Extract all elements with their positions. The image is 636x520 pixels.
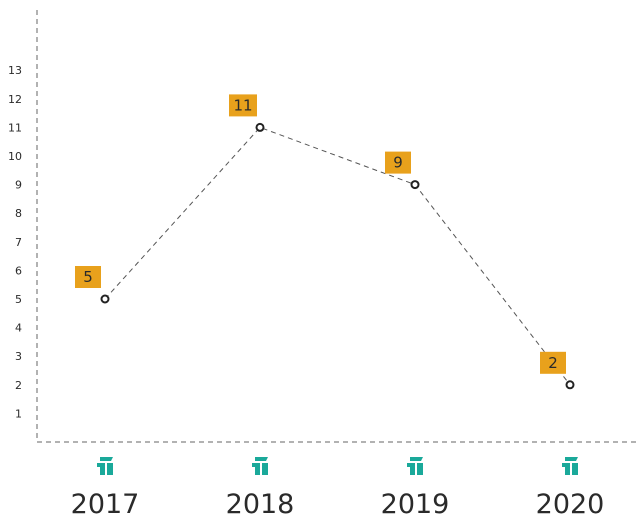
y-tick-label: 1 xyxy=(15,407,22,420)
data-point xyxy=(410,180,420,190)
company-logo-icon xyxy=(562,457,578,475)
y-tick-label: 2 xyxy=(15,379,22,392)
data-label-box xyxy=(75,266,101,288)
company-logo-icon xyxy=(97,457,113,475)
data-label: 2 xyxy=(548,354,558,372)
data-label-box xyxy=(540,351,566,374)
data-label: 5 xyxy=(83,268,93,286)
series-line xyxy=(104,126,571,386)
y-tick-label: 9 xyxy=(15,179,22,192)
data-points xyxy=(100,122,575,390)
y-tick-label: 5 xyxy=(15,293,22,306)
company-logo-icon xyxy=(407,457,423,475)
y-tick-label: 8 xyxy=(15,207,22,220)
x-axis-categories: 2017 2018 2019 2020 xyxy=(71,489,605,520)
y-tick-label: 3 xyxy=(15,350,22,363)
y-tick-label: 12 xyxy=(8,93,22,106)
y-tick-label: 10 xyxy=(8,150,22,163)
data-point xyxy=(255,122,265,132)
y-tick-label: 11 xyxy=(8,121,22,134)
y-tick-label: 6 xyxy=(15,264,22,277)
y-tick-label: 7 xyxy=(15,236,22,249)
category-icons xyxy=(97,457,578,475)
data-label-box xyxy=(229,94,257,117)
data-label: 11 xyxy=(233,96,252,114)
data-label: 9 xyxy=(393,154,403,172)
data-labels: 5 11 9 2 xyxy=(75,94,566,374)
data-label-box xyxy=(385,151,411,174)
data-point xyxy=(100,294,110,304)
x-category-label: 2019 xyxy=(381,489,450,520)
x-category-label: 2018 xyxy=(226,489,295,520)
company-logo-icon xyxy=(252,457,268,475)
x-category-label: 2020 xyxy=(536,489,605,520)
y-tick-label: 13 xyxy=(8,64,22,77)
y-tick-label: 4 xyxy=(15,322,22,335)
data-point xyxy=(565,380,575,390)
x-category-label: 2017 xyxy=(71,489,140,520)
